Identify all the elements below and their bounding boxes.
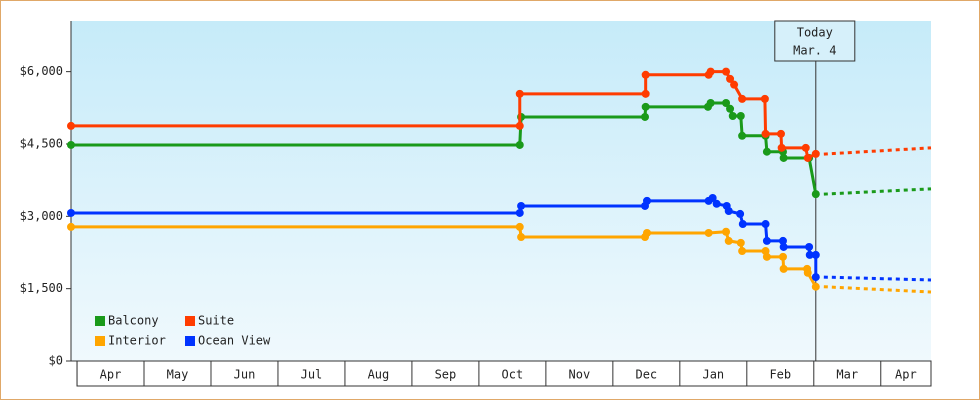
legend-label: Ocean View <box>198 334 271 348</box>
legend-swatch <box>185 336 195 346</box>
forecast-line <box>823 187 932 196</box>
x-tick-label: Nov <box>569 368 591 382</box>
point <box>728 112 737 121</box>
point <box>722 98 731 107</box>
legend-swatch <box>185 316 195 326</box>
point <box>778 252 787 261</box>
point <box>722 67 731 76</box>
point <box>779 153 788 162</box>
point <box>762 252 771 261</box>
x-tick-label: May <box>167 368 189 382</box>
point <box>726 104 735 113</box>
point <box>801 143 810 152</box>
point <box>760 94 769 103</box>
legend-swatch <box>95 336 105 346</box>
x-tick-label: Aug <box>368 368 390 382</box>
point <box>730 80 739 89</box>
point <box>641 89 650 98</box>
point <box>736 209 745 218</box>
point <box>726 74 735 83</box>
legend-label: Suite <box>198 314 234 328</box>
point <box>515 222 524 231</box>
x-tick-label: Apr <box>100 368 122 382</box>
point <box>811 282 820 291</box>
point <box>738 94 747 103</box>
x-tick-label: Oct <box>502 368 524 382</box>
legend-label: Balcony <box>108 314 159 328</box>
x-tick-label: Mar <box>836 368 858 382</box>
point <box>67 208 75 217</box>
plot-area <box>71 21 931 361</box>
y-tick-label: $3,000 <box>20 209 63 223</box>
y-tick-label: $0 <box>49 354 63 368</box>
point <box>712 199 721 208</box>
y-tick-label: $4,500 <box>20 136 63 150</box>
point <box>724 207 733 216</box>
point <box>811 250 820 259</box>
point <box>641 112 650 121</box>
point <box>779 242 788 251</box>
point <box>811 190 820 199</box>
y-tick-label: $6,000 <box>20 64 63 78</box>
point <box>736 112 745 121</box>
point <box>641 102 650 111</box>
point <box>515 89 524 98</box>
legend-label: Interior <box>108 334 166 348</box>
point <box>517 233 526 242</box>
point <box>704 228 713 237</box>
x-tick-label: Jan <box>702 368 724 382</box>
point <box>738 247 747 256</box>
x-tick-label: Feb <box>769 368 791 382</box>
point <box>738 131 747 140</box>
point <box>515 121 524 130</box>
x-tick-label: Jul <box>301 368 323 382</box>
point <box>777 143 786 152</box>
point <box>738 220 747 229</box>
point <box>779 264 788 273</box>
point <box>643 196 652 205</box>
point <box>722 227 731 236</box>
point <box>515 208 524 217</box>
x-tick-label: Dec <box>635 368 657 382</box>
point <box>515 140 524 149</box>
point <box>67 140 75 149</box>
point <box>67 121 75 130</box>
point <box>762 147 771 156</box>
forecast-line <box>823 275 932 282</box>
point <box>706 98 715 107</box>
point <box>811 149 820 158</box>
forecast-line <box>823 146 932 156</box>
today-label: Today <box>797 26 833 40</box>
point <box>724 236 733 245</box>
point <box>708 193 717 202</box>
today-box <box>774 20 856 62</box>
y-tick-label: $1,500 <box>20 281 63 295</box>
x-tick-label: Sep <box>435 368 457 382</box>
point <box>762 236 771 245</box>
point <box>811 273 820 282</box>
point <box>736 238 745 247</box>
point <box>67 222 75 231</box>
point <box>803 268 812 277</box>
point <box>641 70 650 79</box>
point <box>706 67 715 76</box>
point <box>778 236 787 245</box>
point <box>805 242 814 251</box>
forecast-line <box>823 285 932 294</box>
point <box>643 228 652 237</box>
point <box>805 250 814 259</box>
today-label: Mar. 4 <box>793 44 836 58</box>
legend-swatch <box>95 316 105 326</box>
x-tick-label: Jun <box>234 368 256 382</box>
point <box>776 129 785 138</box>
point <box>761 129 770 138</box>
point <box>803 153 812 162</box>
point <box>517 201 526 210</box>
x-tick-label: Apr <box>895 368 917 382</box>
point <box>761 220 770 229</box>
